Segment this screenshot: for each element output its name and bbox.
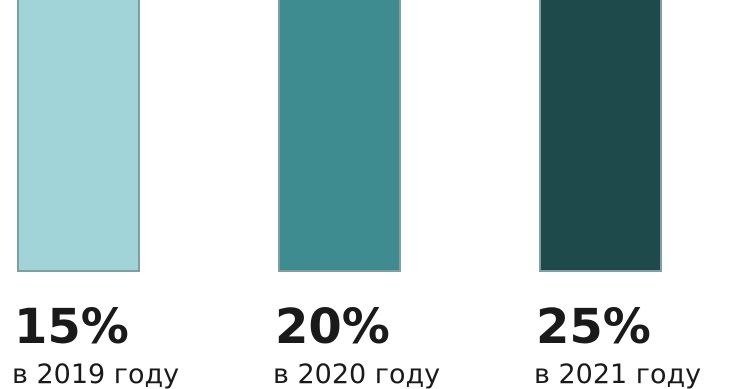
bar-1 [17,0,140,272]
value-label-3: 25% [536,299,651,355]
category-label-1: в 2019 году [12,359,179,389]
category-label-3: в 2021 году [534,359,701,389]
labels-group: 15% в 2019 году 20% в 2020 году 25% в 2021 го… [12,299,701,389]
bar-2 [278,0,401,272]
value-label-1: 15% [14,299,129,355]
category-label-2: в 2020 году [273,359,440,389]
bars-group [17,0,662,272]
value-label-2: 20% [275,299,390,355]
bar-3 [539,0,662,272]
